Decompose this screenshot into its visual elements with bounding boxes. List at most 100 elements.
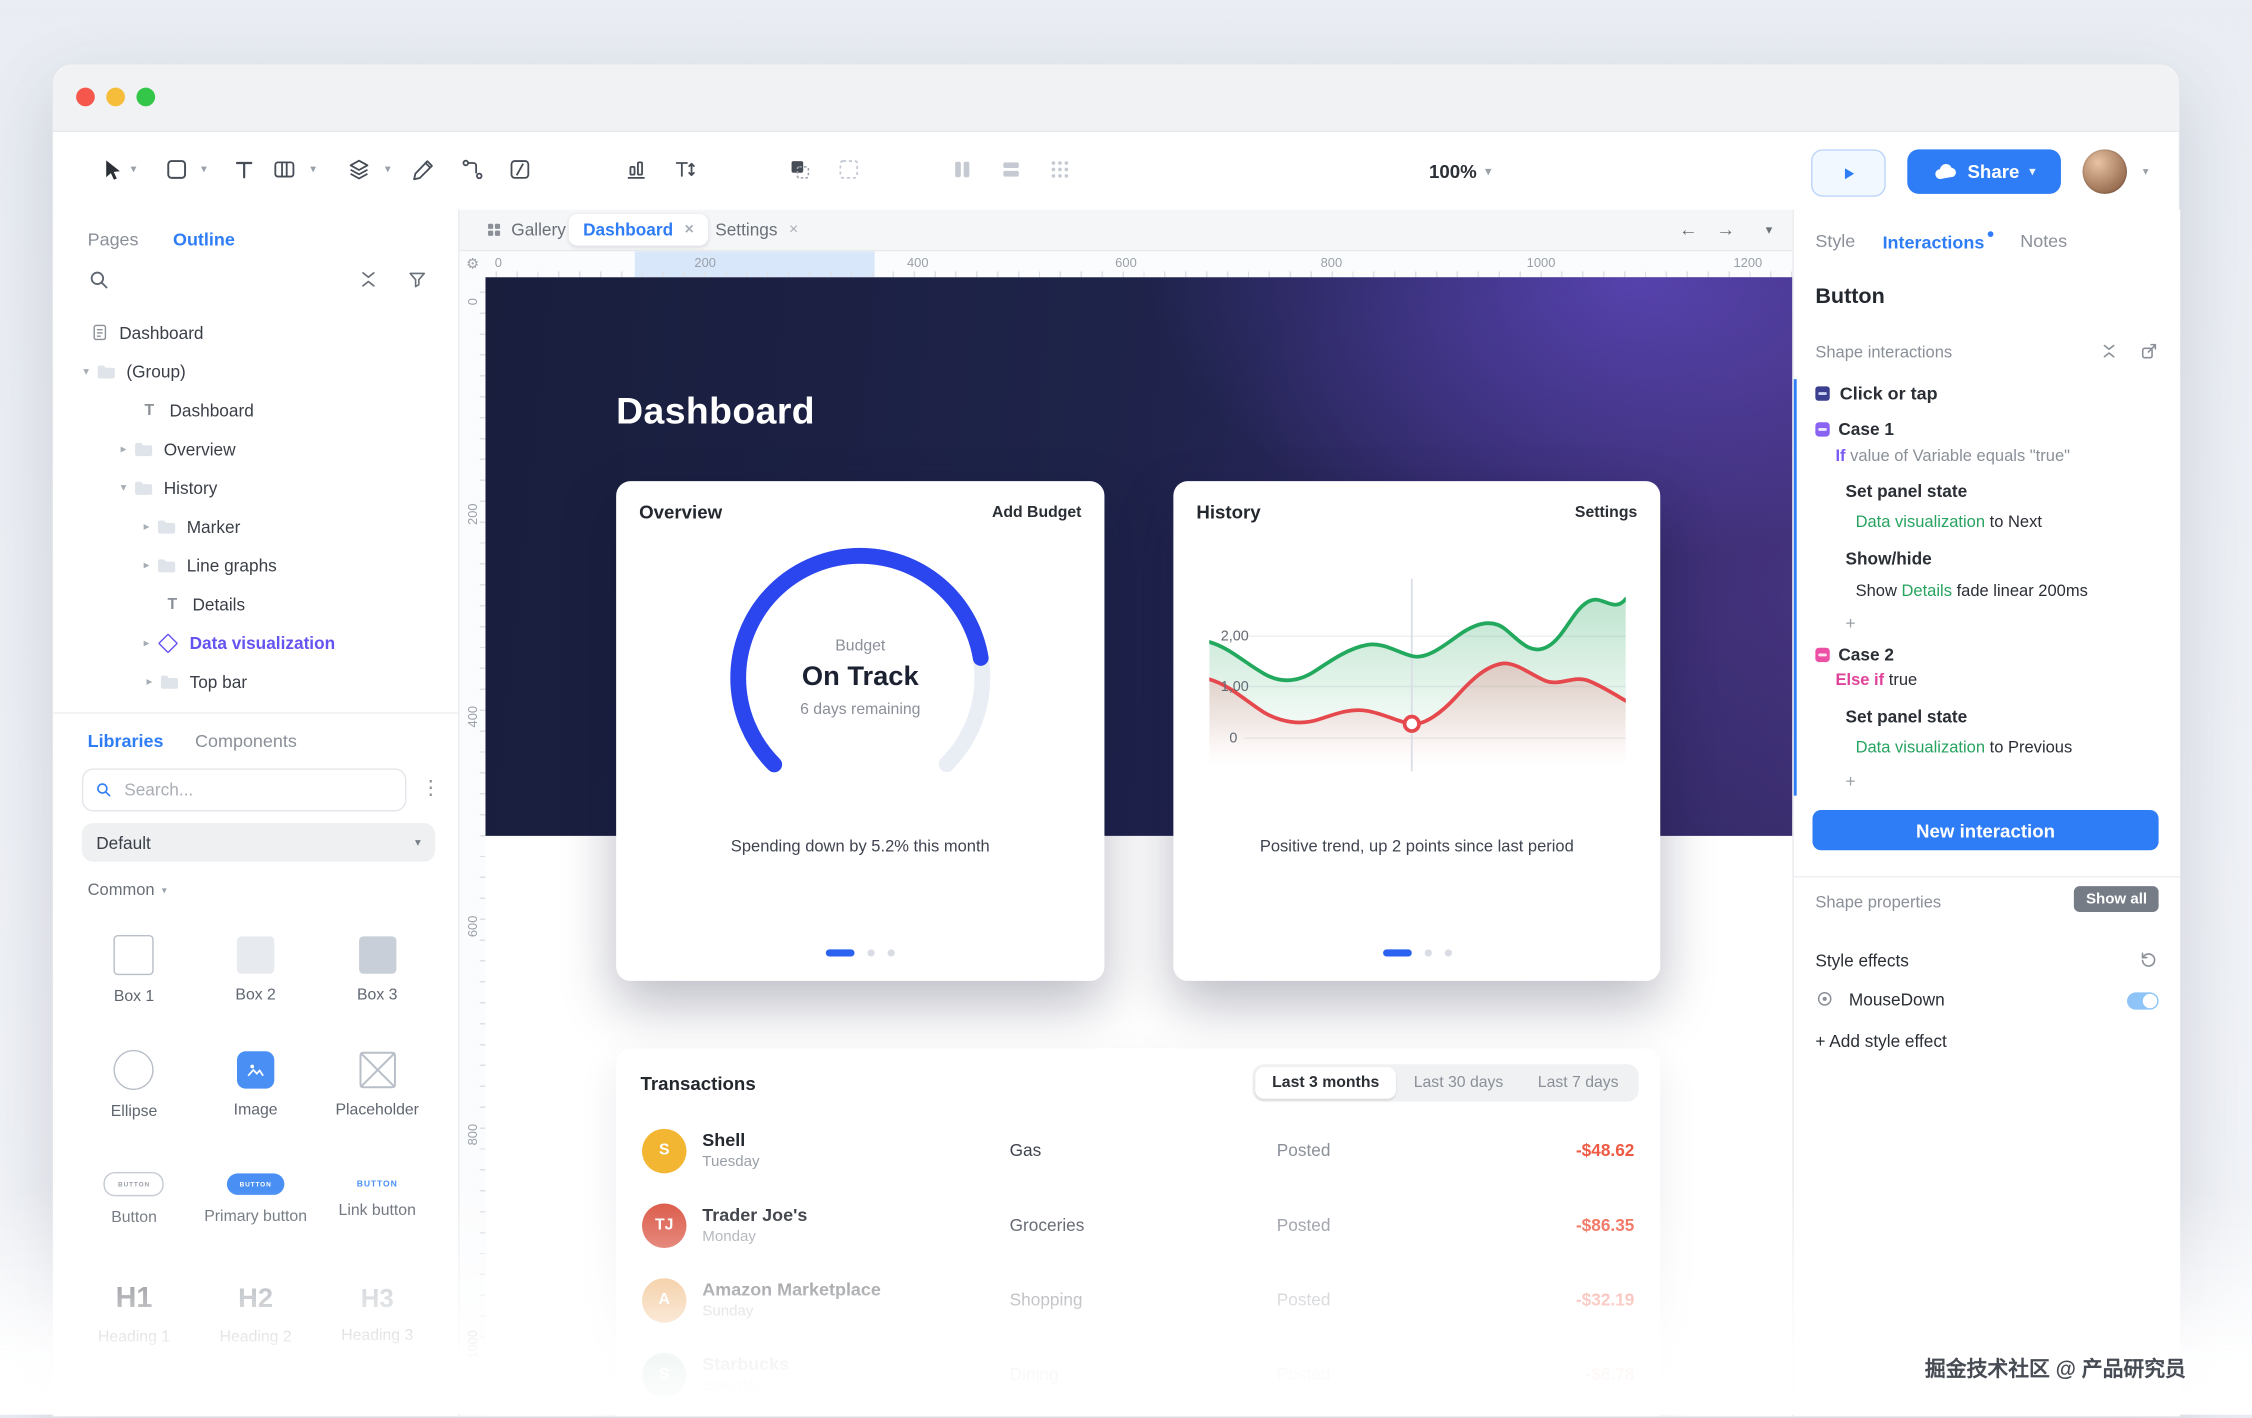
back-arrow-icon[interactable]: ← <box>1678 218 1698 240</box>
transaction-row[interactable]: TJ Trader Joe's Monday Groceries Posted -… <box>616 1188 1660 1263</box>
page-dot[interactable] <box>887 949 895 957</box>
case2-condition[interactable]: Else if true <box>1835 672 1918 690</box>
chevron-down-icon[interactable]: ▾ <box>83 364 90 378</box>
mousedown-toggle[interactable] <box>2127 992 2159 1010</box>
add-style-effect-button[interactable]: + Add style effect <box>1815 1031 1947 1052</box>
component-ellipse[interactable]: Ellipse <box>73 1028 195 1140</box>
design-viewport[interactable]: Dashboard Overview Add Budget <box>485 277 1793 1417</box>
component-heading2[interactable]: H2 Heading 2 <box>219 1283 292 1346</box>
columns-view-icon[interactable] <box>946 154 978 186</box>
close-tab-icon[interactable]: × <box>684 221 694 239</box>
ruler-settings-gear-icon[interactable]: ⚙ <box>459 251 487 279</box>
tab-libraries[interactable]: Libraries <box>87 731 164 752</box>
component-box3[interactable]: Box 3 <box>316 913 438 1025</box>
case2-action1-detail[interactable]: Data visualization to Previous <box>1855 739 2073 757</box>
zoom-control[interactable]: 100% ▾ <box>1429 152 1491 189</box>
frame-tool-icon[interactable] <box>504 154 536 186</box>
tab-outline[interactable]: Outline <box>172 229 235 250</box>
case2-add-action-button[interactable]: + <box>1845 771 1856 792</box>
filter-last-30-days[interactable]: Last 30 days <box>1413 1074 1504 1092</box>
horizontal-ruler[interactable]: 0 200 400 600 800 1000 1200 <box>485 251 1793 279</box>
collapse-section-icon[interactable] <box>2100 342 2119 361</box>
case1-action1-detail[interactable]: Data visualization to Next <box>1855 514 2042 532</box>
filter-last-3-months[interactable]: Last 3 months <box>1254 1067 1397 1099</box>
collapse-all-icon[interactable] <box>358 269 380 291</box>
rows-view-icon[interactable] <box>995 154 1027 186</box>
share-button[interactable]: Share ▾ <box>1907 149 2061 194</box>
cursor-tool-chevron-icon[interactable]: ▾ <box>130 162 137 176</box>
component-button[interactable]: BUTTON Button <box>73 1143 195 1255</box>
component-box1[interactable]: Box 1 <box>73 913 195 1025</box>
case1-header[interactable]: Case 1 <box>1815 419 2158 439</box>
open-in-new-icon[interactable] <box>2140 342 2159 361</box>
active-page-dot[interactable] <box>825 949 855 957</box>
case1-action1-title[interactable]: Set panel state <box>1845 481 1968 502</box>
overview-card[interactable]: Overview Add Budget Budget On <box>616 481 1105 981</box>
layers-tool-icon[interactable] <box>343 154 375 186</box>
library-select[interactable]: Default ▾ <box>81 822 436 862</box>
history-pagination[interactable] <box>1173 949 1660 957</box>
tree-item-marker[interactable]: ▸ Marker <box>53 507 458 546</box>
active-page-dot[interactable] <box>1382 949 1412 957</box>
text-tool-icon[interactable] <box>228 154 260 186</box>
layers-tool-chevron-icon[interactable]: ▾ <box>384 162 391 176</box>
transactions-card[interactable]: Transactions Last 3 months Last 30 days … <box>616 1048 1661 1417</box>
trigger-click-or-tap[interactable]: Click or tap <box>1815 383 2158 404</box>
preview-play-button[interactable] <box>1811 149 1886 197</box>
case1-action2-detail[interactable]: Show Details fade linear 200ms <box>1855 583 2088 601</box>
search-icon[interactable] <box>88 269 111 292</box>
overview-pagination[interactable] <box>616 949 1104 957</box>
chevron-right-icon[interactable]: ▸ <box>120 442 127 456</box>
case1-action2-title[interactable]: Show/hide <box>1845 548 1932 569</box>
page-dot[interactable] <box>867 949 875 957</box>
account-chevron-icon[interactable]: ▾ <box>2142 165 2149 179</box>
insert-component-icon[interactable] <box>784 154 816 186</box>
library-search-input[interactable] <box>121 778 394 802</box>
case1-add-action-button[interactable]: + <box>1845 613 1856 634</box>
tab-components[interactable]: Components <box>195 731 297 752</box>
minimize-window-button[interactable] <box>106 87 125 107</box>
tab-list-chevron-icon[interactable]: ▾ <box>1765 222 1773 237</box>
show-all-button[interactable]: Show all <box>2074 886 2159 912</box>
tree-item-top-bar[interactable]: ▸ Top bar <box>53 662 458 701</box>
tab-interactions[interactable]: Interactions <box>1883 231 1993 253</box>
component-link-button[interactable]: BUTTON Link button <box>338 1179 416 1219</box>
grid-view-icon[interactable] <box>1044 154 1076 186</box>
case1-condition[interactable]: If value of Variable equals "true" <box>1835 448 2071 466</box>
transaction-row[interactable]: S Starbucks Saturday Dining Posted -$6.78 <box>616 1337 1660 1412</box>
component-heading1[interactable]: H1 Heading 1 <box>98 1282 171 1346</box>
avatar[interactable] <box>2082 149 2128 194</box>
chevron-right-icon[interactable]: ▸ <box>143 636 150 650</box>
page-dot[interactable] <box>1444 949 1452 957</box>
marquee-select-icon[interactable] <box>833 154 865 186</box>
tree-item-history[interactable]: ▾ History <box>53 468 458 507</box>
layout-tool-chevron-icon[interactable]: ▾ <box>310 162 316 176</box>
zoom-window-button[interactable] <box>136 87 156 107</box>
case2-action1-title[interactable]: Set panel state <box>1845 706 1968 727</box>
vertical-ruler[interactable]: 0 200 400 600 800 1000 <box>459 277 487 1417</box>
component-box2[interactable]: Box 2 <box>195 913 317 1025</box>
transaction-row[interactable]: A Amazon Marketplace Sunday Shopping Post… <box>616 1262 1660 1337</box>
tab-style[interactable]: Style <box>1815 231 1856 252</box>
tree-item-group[interactable]: ▾ (Group) <box>53 352 458 391</box>
rectangle-tool-chevron-icon[interactable]: ▾ <box>201 162 207 176</box>
reset-history-icon[interactable] <box>2139 949 2159 969</box>
chevron-right-icon[interactable]: ▸ <box>146 675 153 688</box>
close-tab-icon[interactable]: × <box>788 221 799 239</box>
component-placeholder[interactable]: Placeholder <box>316 1028 438 1140</box>
history-card[interactable]: History Settings <box>1173 481 1661 981</box>
tree-item-data-visualization[interactable]: ▸ Data visualization <box>53 623 458 662</box>
history-settings-button[interactable]: Settings <box>1574 503 1638 521</box>
tree-item-details[interactable]: T Details <box>53 585 458 624</box>
tree-item-dashboard-text[interactable]: T Dashboard <box>53 391 458 430</box>
page-dot[interactable] <box>1423 949 1432 957</box>
tree-item-line-graphs[interactable]: ▸ Line graphs <box>53 546 458 585</box>
chevron-right-icon[interactable]: ▸ <box>143 519 150 533</box>
align-bottom-icon[interactable] <box>620 154 652 186</box>
tab-notes[interactable]: Notes <box>2020 231 2068 252</box>
layout-tool-icon[interactable] <box>269 154 301 186</box>
tab-pages[interactable]: Pages <box>87 229 139 250</box>
library-search-box[interactable] <box>81 768 407 812</box>
add-budget-button[interactable]: Add Budget <box>991 503 1082 521</box>
filter-icon[interactable] <box>406 269 428 291</box>
